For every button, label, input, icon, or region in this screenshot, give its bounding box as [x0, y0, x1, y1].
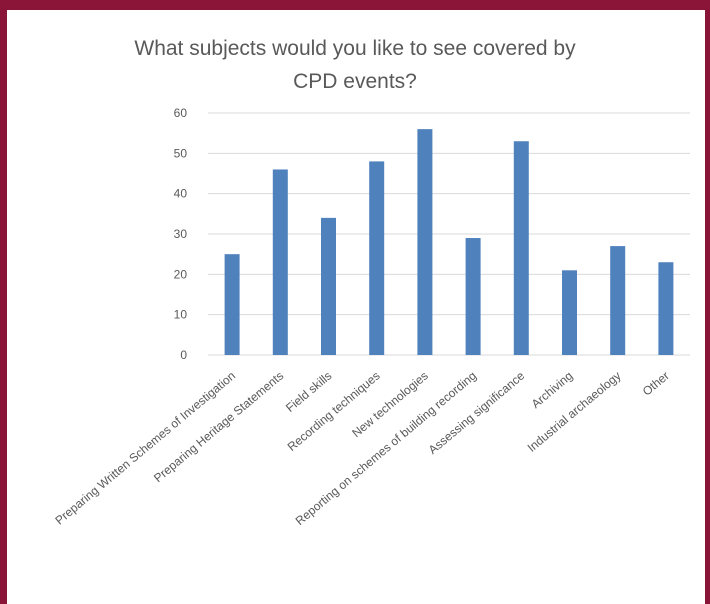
chart-title-line-2: CPD events?: [293, 70, 417, 93]
y-tick-label: 60: [174, 106, 188, 120]
x-tick-label: Other: [640, 369, 672, 399]
x-tick-label: Recording techniques: [285, 369, 383, 454]
bar: [658, 262, 674, 355]
x-tick-label: Reporting on schemes of building recordi…: [293, 369, 479, 529]
bar: [417, 129, 433, 355]
y-tick-label: 30: [174, 227, 188, 241]
bar: [610, 246, 626, 355]
y-tick-label: 0: [180, 348, 187, 362]
bar: [513, 141, 529, 355]
y-tick-label: 20: [174, 267, 188, 281]
x-tick-label: Archiving: [529, 369, 576, 411]
y-tick-label: 10: [174, 308, 188, 322]
y-tick-label: 50: [174, 146, 188, 160]
bar: [272, 169, 288, 355]
chart-title-line-1: What subjects would you like to see cove…: [134, 37, 576, 60]
x-tick-label: Industrial archaeology: [525, 369, 624, 455]
chart-title: What subjects would you like to see cove…: [0, 32, 710, 98]
bar: [224, 254, 240, 355]
y-tick-label: 40: [174, 187, 188, 201]
bar: [562, 270, 577, 355]
x-tick-label: Assessing significance: [426, 368, 528, 457]
x-tick-label: Preparing Written Schemes of Investigati…: [52, 369, 238, 528]
bar: [321, 217, 336, 355]
bar: [465, 238, 481, 355]
bar: [369, 161, 385, 355]
